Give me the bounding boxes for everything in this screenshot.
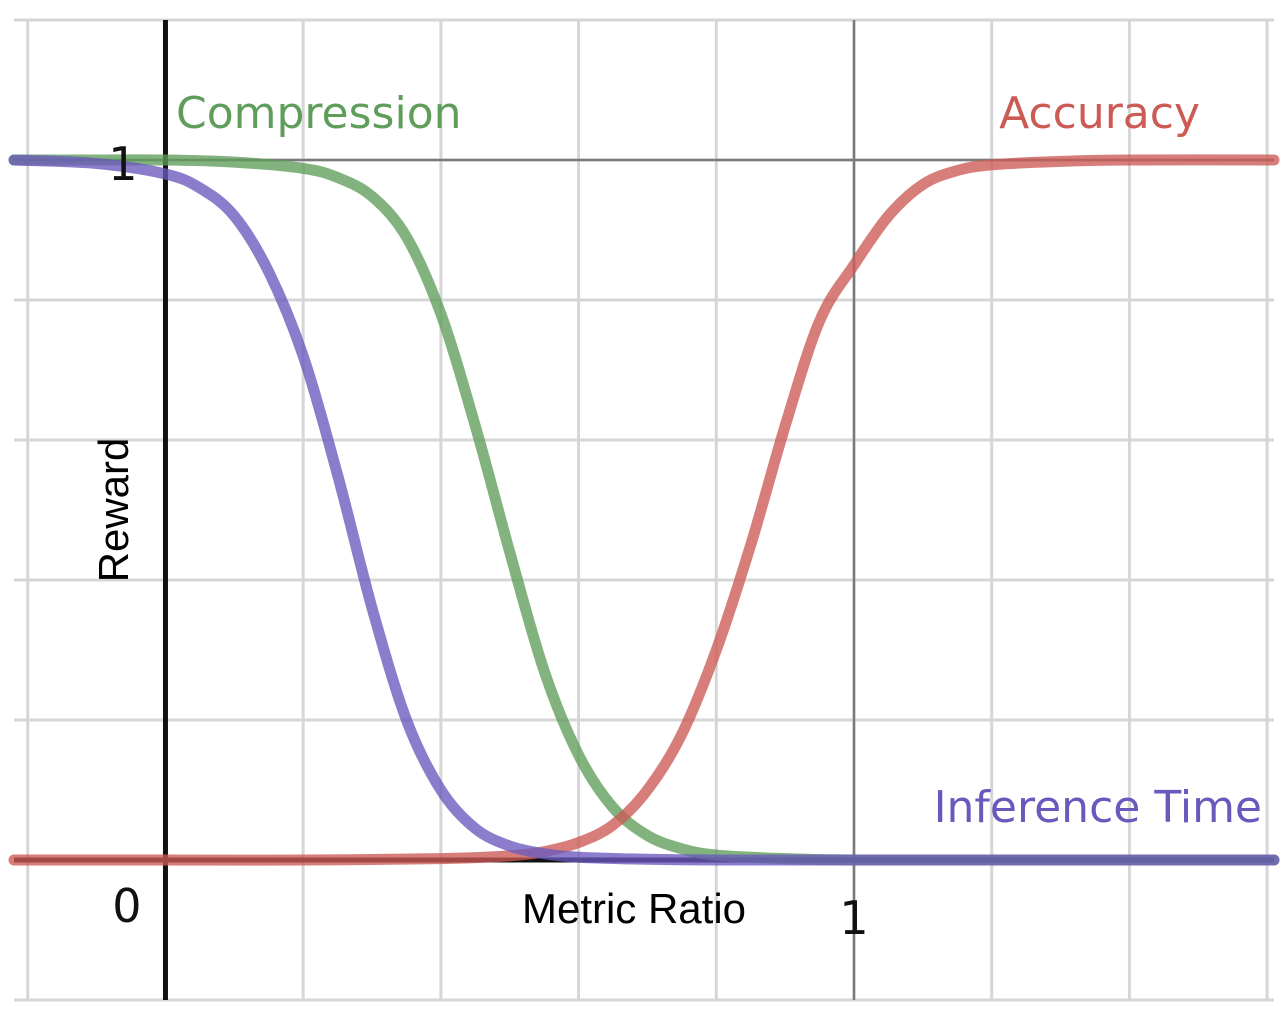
x-axis-title: Metric Ratio (522, 885, 746, 932)
series-line-inference-time (8, 154, 1280, 866)
series-label-compression: Compression (176, 88, 462, 139)
curves (8, 154, 1280, 866)
series-line-accuracy (8, 154, 1280, 866)
series-label-accuracy: Accuracy (999, 88, 1200, 139)
grid (14, 18, 1274, 1002)
reference-lines (14, 20, 1274, 1000)
x-tick-label: 0 (112, 879, 141, 933)
series-label-inference-time: Inference Time (934, 782, 1262, 833)
axes (14, 20, 1274, 1000)
y-axis-title: Reward (90, 438, 137, 583)
y-tick-label: 1 (108, 137, 137, 191)
series-line-compression (8, 154, 1280, 866)
tick-labels: 0 1 1 (108, 137, 868, 945)
x-tick-label: 1 (839, 891, 868, 945)
